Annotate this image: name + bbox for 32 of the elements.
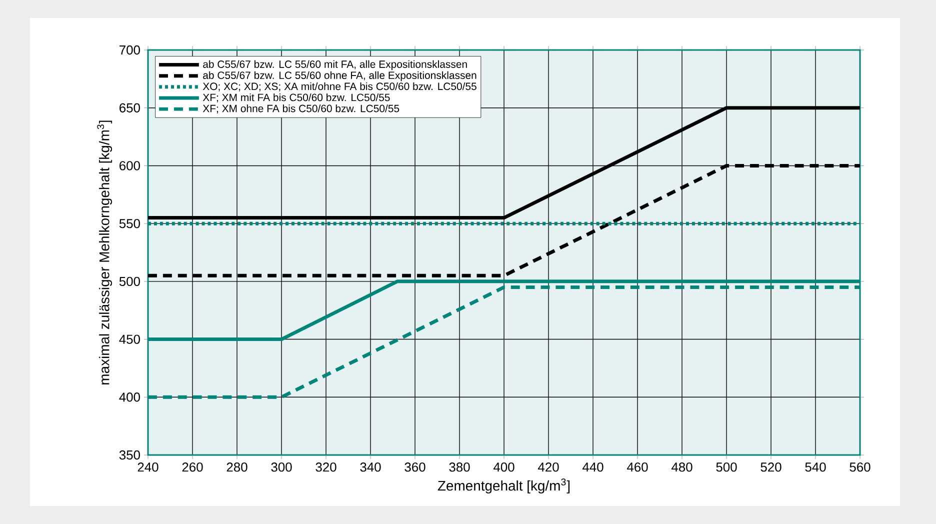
y-tick-label: 700 bbox=[120, 45, 140, 55]
x-tick-label: 540 bbox=[805, 462, 826, 472]
x-tick-label: 340 bbox=[360, 462, 381, 472]
legend-label: XO; XC; XD; XS; XA mit/ohne FA bis C50/60 bzw. LC50/55 bbox=[202, 82, 476, 92]
x-tick-label: 500 bbox=[716, 462, 737, 472]
y-tick-label: 350 bbox=[119, 450, 140, 460]
y-tick-label: 550 bbox=[119, 218, 140, 228]
x-tick-label: 280 bbox=[226, 462, 248, 472]
y-tick-label: 600 bbox=[120, 161, 140, 170]
x-tick-label: 260 bbox=[182, 462, 203, 472]
y-axis-title: maximal zulässiger Mehlkorngehalt [kg/m$^{3}$] bbox=[97, 120, 112, 384]
x-tick-label: 400 bbox=[493, 462, 514, 472]
y-tick-label: 400 bbox=[119, 392, 140, 402]
legend-label: ab C55/67 bzw. LC 55/60 mit FA, alle Expositionsklassen bbox=[203, 60, 467, 70]
y-tick-label: 450 bbox=[119, 334, 140, 344]
x-tick-label: 520 bbox=[760, 462, 782, 472]
x-tick-label: 440 bbox=[582, 462, 604, 472]
x-tick-label: 380 bbox=[449, 462, 470, 472]
x-tick-label: 480 bbox=[672, 462, 692, 472]
x-tick-label: 320 bbox=[316, 462, 336, 472]
legend-label: XF; XM ohne FA bis C50/60 bzw. LC50/55 bbox=[202, 104, 400, 114]
x-axis-title: Zementgehalt [kg/m$^{3}$] bbox=[438, 478, 570, 494]
x-tick-label: 360 bbox=[404, 462, 426, 472]
legend-label: XF; XM mit FA bis C50/60 bzw. LC50/55 bbox=[202, 93, 390, 102]
x-tick-label: 240 bbox=[138, 462, 158, 472]
x-tick-label: 460 bbox=[627, 462, 648, 472]
x-tick-label: 420 bbox=[538, 462, 559, 472]
y-tick-label: 500 bbox=[119, 276, 140, 286]
legend-label: ab C55/67 bzw. LC 55/60 ohne FA, alle Expositionsklassen bbox=[203, 71, 476, 82]
y-tick-label: 650 bbox=[120, 103, 140, 112]
x-tick-label: 560 bbox=[850, 462, 870, 472]
x-tick-label: 300 bbox=[271, 462, 292, 472]
